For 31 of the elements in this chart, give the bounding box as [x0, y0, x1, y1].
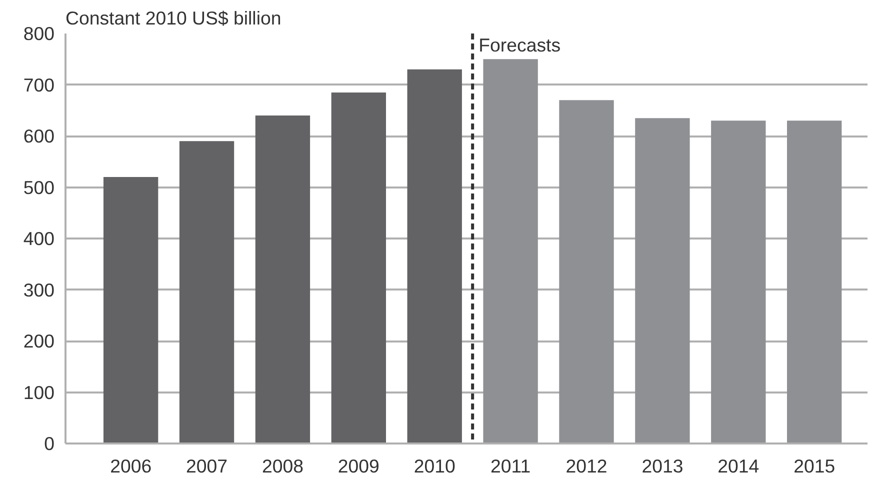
x-tick-label: 2014 [718, 456, 760, 476]
x-tick-label: 2010 [414, 456, 456, 476]
x-tick-label: 2015 [794, 456, 836, 476]
x-tick-label: 2008 [262, 456, 304, 476]
x-tick-label: 2011 [490, 456, 531, 476]
y-tick-label: 700 [23, 74, 55, 96]
bar [786, 120, 842, 444]
bar [635, 118, 690, 444]
x-tick-label: 2006 [110, 456, 152, 476]
y-tick-label: 0 [44, 433, 55, 454]
x-tick-label: 2007 [186, 456, 228, 476]
ref-line-label: Forecasts [478, 34, 561, 56]
bar [255, 116, 310, 444]
y-tick-label: 100 [23, 382, 55, 403]
bar [711, 120, 766, 444]
bar [103, 177, 158, 444]
bar [407, 69, 462, 444]
y-tick-label: 800 [23, 23, 55, 44]
y-tick-label: 600 [23, 126, 55, 146]
y-tick-label: 200 [23, 330, 55, 352]
x-tick-label: 2013 [642, 456, 684, 476]
bar [331, 92, 386, 444]
bar [483, 59, 538, 444]
y-tick-label: 500 [23, 176, 55, 198]
x-tick-label: 2012 [566, 456, 608, 476]
x-tick-label: 2009 [338, 456, 380, 476]
bar [179, 141, 234, 444]
y-tick-label: 400 [23, 228, 55, 249]
y-tick-label: 300 [23, 279, 55, 300]
bar [559, 100, 614, 444]
chart-title: Constant 2010 US$ billion [66, 8, 282, 28]
